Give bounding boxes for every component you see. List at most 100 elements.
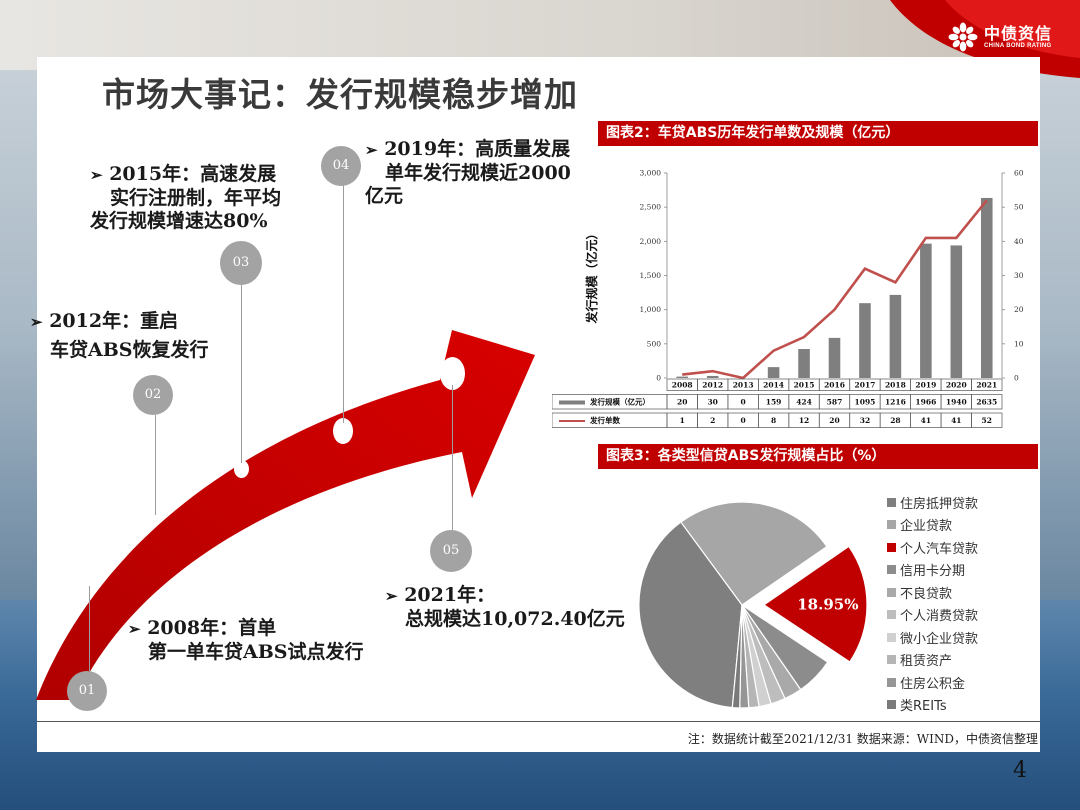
bar-2014 <box>767 367 780 378</box>
table-count-2013: 0 <box>741 416 746 425</box>
bar-2019 <box>920 243 932 378</box>
timeline-dot-05 <box>440 357 465 390</box>
milestone-2015-heading: 2015年：高速发展 <box>109 163 277 185</box>
footer-divider <box>37 721 1040 722</box>
right-tick-label: 50 <box>1014 203 1024 212</box>
bullet-arrow-icon: ➢ <box>385 587 398 605</box>
right-tick-label: 60 <box>1014 169 1024 178</box>
legend-bar-swatch <box>559 400 585 405</box>
figure3-pie-chart: 18.95% <box>638 501 868 709</box>
company-logo: 中债资信 CHINA BOND RATING <box>948 22 1052 52</box>
bar-2015 <box>798 349 810 378</box>
legend-label: 企业贷款 <box>900 519 953 535</box>
figure2-title: 图表2：车贷ABS历年发行单数及规模（亿元） <box>598 121 1038 146</box>
milestone-2015-detail-1: 实行注册制，年平均 <box>110 187 282 209</box>
table-count-2021: 52 <box>982 416 992 425</box>
table-scale-2016: 587 <box>827 398 843 407</box>
legend-swatch <box>887 542 896 552</box>
milestone-2019-detail-1: 单年发行规模近2000 <box>385 162 571 184</box>
bar-2008 <box>676 376 689 378</box>
legend-label: 类REITs <box>900 699 947 715</box>
page-number: 4 <box>1013 758 1027 783</box>
connector-line-01 <box>89 586 90 671</box>
growth-arrow <box>36 330 535 700</box>
right-tick-label: 0 <box>1014 374 1019 383</box>
table-year-2016: 2016 <box>824 381 845 390</box>
legend-item: 租赁资产 <box>887 649 978 672</box>
legend-item: 微小企业贷款 <box>887 626 978 649</box>
connector-line-05 <box>452 385 453 530</box>
table-scale-2012: 30 <box>707 398 717 407</box>
left-tick-label: 1,500 <box>640 271 662 280</box>
y-axis-label: 发行规模（亿元） <box>584 227 599 324</box>
table-count-2017: 32 <box>860 416 870 425</box>
left-tick-label: 0 <box>656 374 661 383</box>
legend-label: 不良贷款 <box>900 586 953 602</box>
legend-swatch <box>887 565 896 575</box>
milestone-text-2008: ➢ 2008年：首单 第一单车贷ABS试点发行 <box>128 617 364 664</box>
milestone-text-2015: ➢ 2015年：高速发展 实行注册制，年平均 发行规模增速达80% <box>90 163 281 233</box>
timeline-dot-02 <box>150 512 161 525</box>
timeline-dot-01 <box>85 577 95 589</box>
milestone-2008-detail: 第一单车贷ABS试点发行 <box>148 641 364 663</box>
table-cell <box>971 394 1003 410</box>
milestone-2019-detail-2: 亿元 <box>365 185 404 207</box>
table-scale-2019: 1966 <box>915 398 936 407</box>
legend-item: 住房公积金 <box>887 671 978 694</box>
milestone-text-2021: ➢ 2021年： 总规模达10,072.40亿元 <box>385 584 625 631</box>
legend-swatch <box>887 700 896 710</box>
table-count-2015: 12 <box>799 416 809 425</box>
bar-2017 <box>859 303 871 378</box>
table-scale-2008: 20 <box>677 398 687 407</box>
table-header-cell <box>971 378 1003 391</box>
table-count-2018: 28 <box>890 416 900 425</box>
table-year-2008: 2008 <box>672 381 693 390</box>
right-tick-label: 30 <box>1014 271 1024 280</box>
milestone-2021-heading: 2021年： <box>404 584 496 606</box>
timeline-dot-04 <box>333 418 353 444</box>
table-count-2014: 8 <box>771 416 776 425</box>
table-scale-2020: 1940 <box>946 398 967 407</box>
legend-item: 信用卡分期 <box>887 559 978 582</box>
bullet-arrow-icon: ➢ <box>128 620 141 638</box>
bar-2018 <box>889 294 902 378</box>
left-tick-label: 2,500 <box>640 203 662 212</box>
legend-swatch <box>887 587 896 597</box>
table-scale-2018: 1216 <box>885 398 906 407</box>
connector-line-02 <box>155 415 156 515</box>
table-count-2020: 41 <box>951 416 961 425</box>
bar-2021 <box>980 197 993 378</box>
connector-line-03 <box>241 285 242 463</box>
milestone-circle-03: 03 <box>220 241 262 285</box>
legend-item: 企业贷款 <box>887 514 978 537</box>
table-year-2019: 2019 <box>915 381 936 390</box>
pie-slice-2 <box>680 501 828 606</box>
pie-slice-1 <box>638 521 743 709</box>
milestone-circle-05: 05 <box>430 530 472 572</box>
legend-label: 租赁资产 <box>900 654 953 670</box>
table-year-2018: 2018 <box>885 381 906 390</box>
logo-english-name: CHINA BOND RATING <box>984 42 1052 49</box>
table-scale-2015: 424 <box>796 398 812 407</box>
legend-line-label: 发行单数 <box>589 415 620 425</box>
legend-item: 个人汽车贷款 <box>887 536 978 559</box>
right-tick-label: 40 <box>1014 237 1024 246</box>
milestone-2008-heading: 2008年：首单 <box>147 617 277 639</box>
figure3-legend: 住房抵押贷款 企业贷款 个人汽车贷款 信用卡分期 不良贷款 个人消费贷款 微小企业贷款 租赁资… <box>887 491 978 716</box>
right-tick-label: 20 <box>1014 305 1024 314</box>
right-tick-label: 10 <box>1014 339 1024 348</box>
bar-2016 <box>828 337 841 378</box>
legend-label: 个人汽车贷款 <box>900 541 979 557</box>
figure2-bar-line-chart: 05001,0001,5002,0002,5003,00001020304050… <box>552 169 1024 428</box>
legend-label: 微小企业贷款 <box>900 631 979 647</box>
legend-swatch <box>887 632 896 642</box>
table-count-2019: 41 <box>921 416 931 425</box>
table-scale-2014: 159 <box>766 398 782 407</box>
milestone-text-2012: ➢ 2012年：重启 车贷ABS恢复发行 <box>30 307 209 364</box>
legend-item: 个人消费贷款 <box>887 604 978 627</box>
legend-label: 个人消费贷款 <box>900 609 979 625</box>
milestone-2012-detail: 车贷ABS恢复发行 <box>50 339 209 361</box>
table-count-2008: 1 <box>680 416 685 425</box>
table-scale-2021: 2635 <box>976 398 997 407</box>
bullet-arrow-icon: ➢ <box>90 166 103 184</box>
